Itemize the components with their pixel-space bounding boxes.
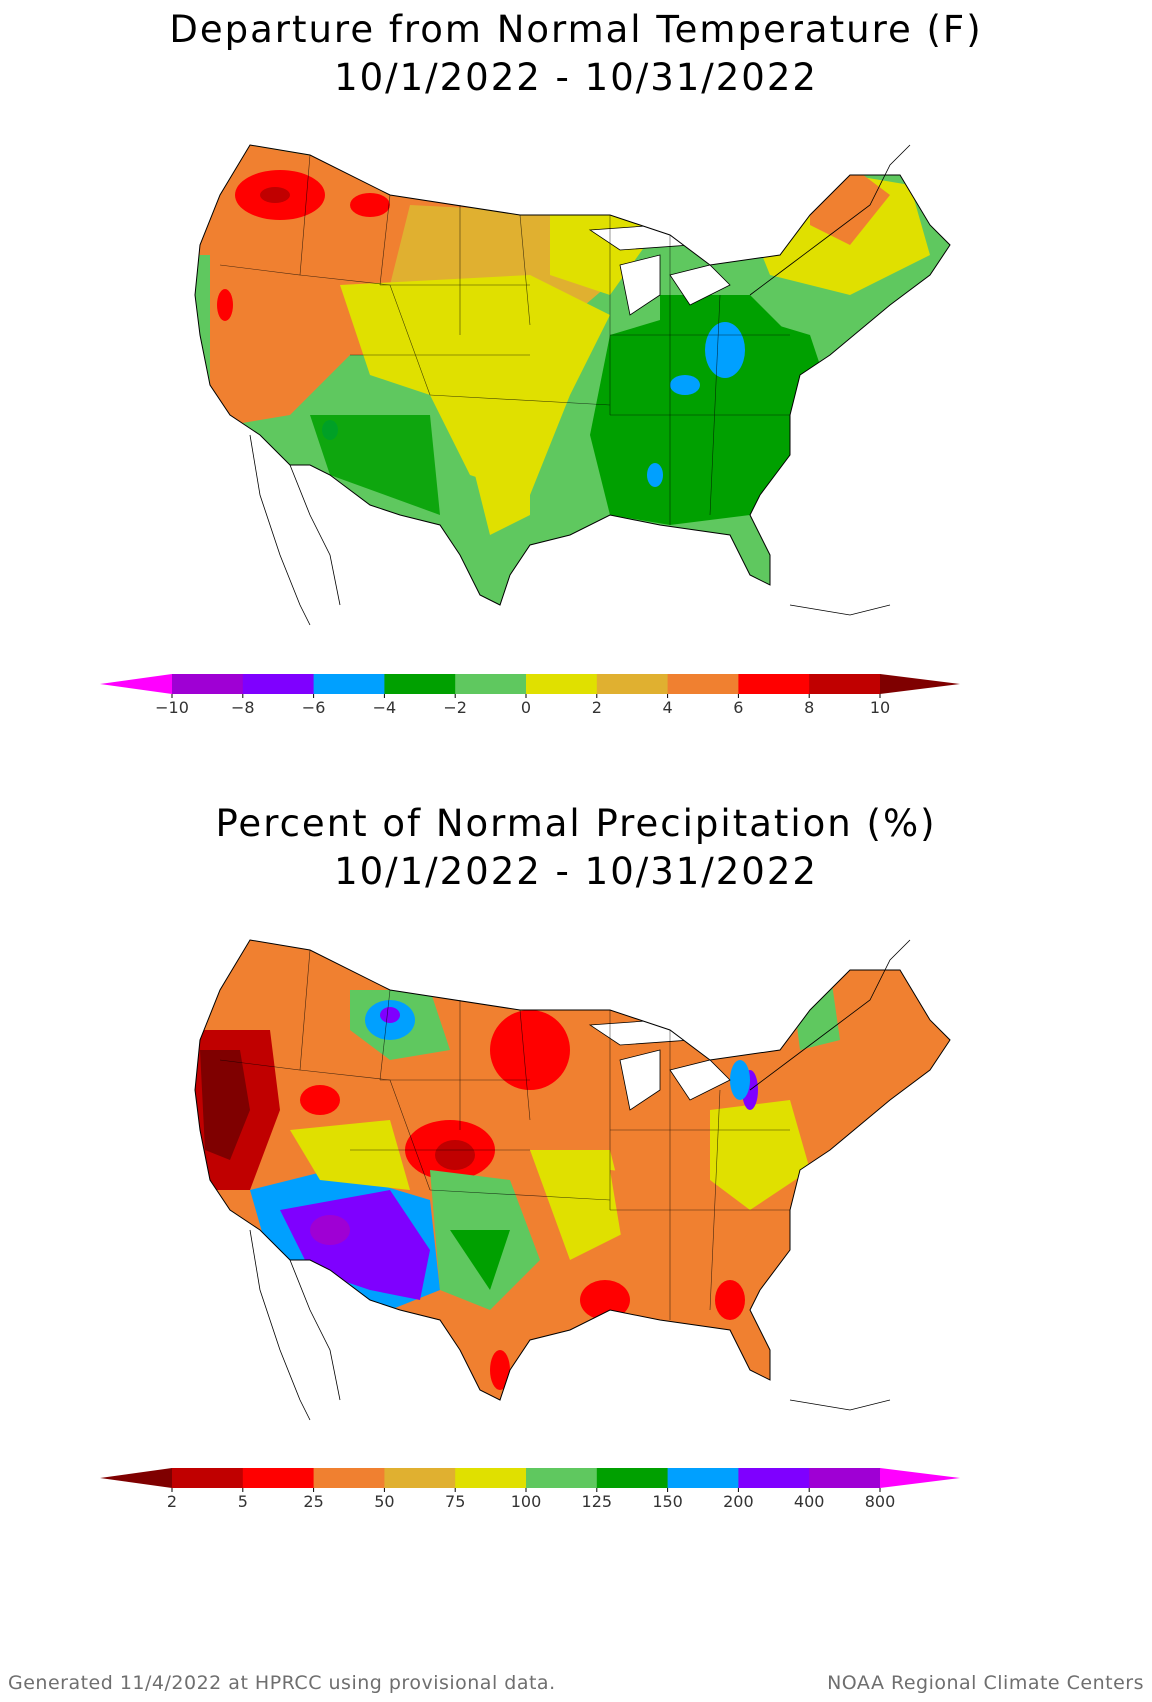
precipitation-scale-label: 2 xyxy=(167,1492,177,1511)
precipitation-scale-label: 50 xyxy=(374,1492,394,1511)
precipitation-date-range: 10/1/2022 - 10/31/2022 xyxy=(334,850,818,893)
temperature-scale-label: 10 xyxy=(870,698,890,717)
temperature-scale-swatch xyxy=(526,674,598,694)
temperature-scale-swatch xyxy=(667,674,739,694)
temperature-scale-swatch xyxy=(809,674,881,694)
precipitation-scale-max-arrow xyxy=(880,1468,960,1488)
precipitation-scale-label: 200 xyxy=(723,1492,754,1511)
precipitation-scale-label: 75 xyxy=(445,1492,465,1511)
precipitation-scale-label: 150 xyxy=(652,1492,683,1511)
precipitation-scale-swatch xyxy=(667,1468,739,1488)
temperature-scale-label: −4 xyxy=(373,698,397,717)
precipitation-scale-label: 400 xyxy=(794,1492,825,1511)
temperature-scale-swatch xyxy=(242,674,315,694)
precipitation-scale-swatch xyxy=(313,1468,385,1488)
temperature-date-range: 10/1/2022 - 10/31/2022 xyxy=(334,56,818,99)
temperature-scale-label: 0 xyxy=(521,698,531,717)
precipitation-scale-swatch xyxy=(809,1468,881,1488)
precipitation-scale-label: 100 xyxy=(511,1492,542,1511)
precipitation-title: Percent of Normal Precipitation (%) 10/1… xyxy=(0,800,1152,896)
temperature-scale-swatch xyxy=(172,674,244,694)
precipitation-scale-swatch xyxy=(526,1468,598,1488)
temperature-scale-label: −2 xyxy=(443,698,467,717)
temperature-title: Departure from Normal Temperature (F) 10… xyxy=(0,6,1152,102)
precipitation-scale-swatch xyxy=(738,1468,810,1488)
temperature-scale-label: 6 xyxy=(733,698,743,717)
temperature-scale-label: 8 xyxy=(804,698,814,717)
temperature-scale-swatch xyxy=(384,674,456,694)
precipitation-scale-label: 125 xyxy=(582,1492,613,1511)
temperature-colorbar: −10 −8 −6 −4 −2 0 2 4 6 8 10 xyxy=(100,674,960,717)
precipitation-title-line1: Percent of Normal Precipitation (%) xyxy=(215,802,937,845)
temperature-scale-label: 2 xyxy=(592,698,602,717)
temperature-scale-label: 4 xyxy=(663,698,673,717)
temperature-scale-swatch xyxy=(738,674,810,694)
temperature-departure-map xyxy=(194,144,951,626)
generated-note: Generated 11/4/2022 at HPRCC using provi… xyxy=(8,1672,556,1694)
temperature-scale-max-arrow xyxy=(880,674,960,694)
agency-credit: NOAA Regional Climate Centers xyxy=(827,1672,1144,1694)
precipitation-scale-swatch xyxy=(172,1468,244,1488)
temperature-scale-swatch xyxy=(313,674,385,694)
precipitation-scale-swatch xyxy=(384,1468,456,1488)
precipitation-scale-swatch xyxy=(455,1468,527,1488)
temperature-scale-min-arrow xyxy=(100,674,172,694)
temperature-scale-swatch xyxy=(596,674,669,694)
precipitation-scale-swatch xyxy=(242,1468,315,1488)
precipitation-scale-label: 5 xyxy=(238,1492,248,1511)
temperature-scale-label: −6 xyxy=(302,698,326,717)
precipitation-scale-label: 25 xyxy=(303,1492,323,1511)
precipitation-percent-map xyxy=(194,939,951,1421)
precipitation-scale-swatch xyxy=(596,1468,669,1488)
precipitation-scale-min-arrow xyxy=(100,1468,172,1488)
precipitation-scale-label: 800 xyxy=(865,1492,896,1511)
temperature-scale-swatch xyxy=(455,674,527,694)
temperature-scale-label: −8 xyxy=(231,698,255,717)
temperature-scale-label: −10 xyxy=(155,698,189,717)
precipitation-colorbar: 2 5 25 50 75 100 125 150 200 400 800 xyxy=(100,1468,960,1511)
temperature-title-line1: Departure from Normal Temperature (F) xyxy=(169,8,983,51)
